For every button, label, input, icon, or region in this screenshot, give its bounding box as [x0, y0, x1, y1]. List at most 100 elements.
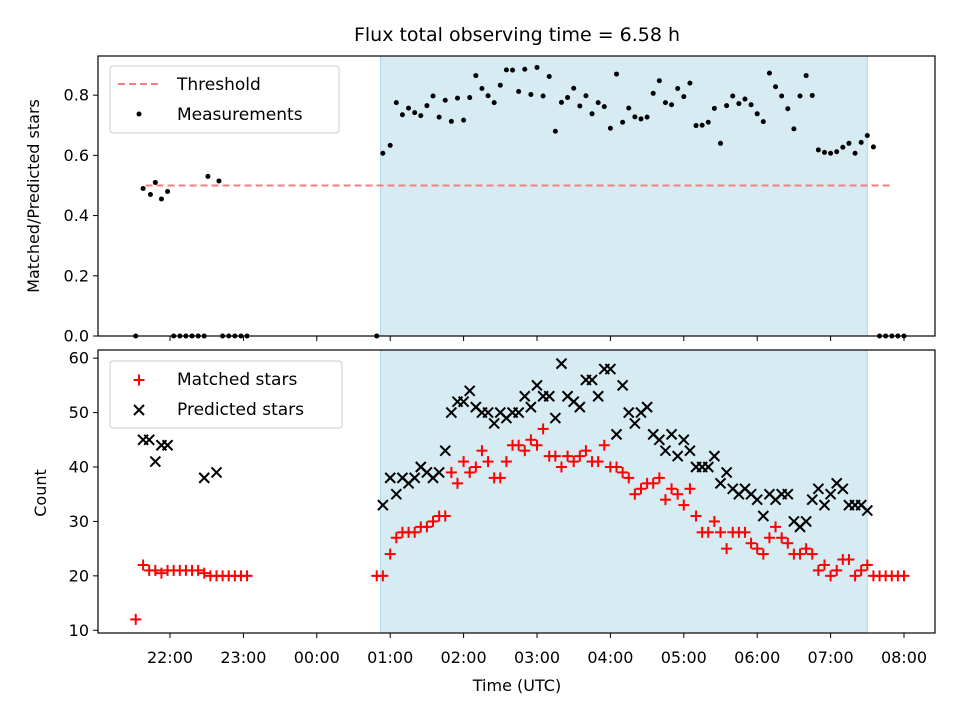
- measurement-point: [632, 114, 638, 120]
- measurement-points: [133, 64, 907, 339]
- matched-star-marker: [831, 564, 843, 576]
- predicted-star-marker: [198, 472, 210, 484]
- matched-star-marker: [574, 450, 586, 462]
- matched-star-marker: [818, 559, 830, 571]
- matched-star-marker: [617, 466, 629, 478]
- matched-star-marker: [531, 439, 543, 451]
- matched-star-marker: [653, 472, 665, 484]
- measurement-point: [846, 140, 852, 146]
- measurement-point: [669, 102, 675, 108]
- measurement-point: [412, 110, 418, 116]
- matched-star-marker: [690, 510, 702, 522]
- legend-predicted-label: Predicted stars: [177, 400, 304, 420]
- measurement-point: [687, 80, 693, 86]
- y-tick-label: 60: [69, 349, 89, 368]
- measurement-point: [675, 86, 681, 92]
- measurement-point: [834, 149, 840, 155]
- matched-star-marker: [519, 445, 531, 457]
- y-tick-label: 0.8: [64, 86, 89, 105]
- measurement-point: [748, 102, 754, 108]
- matched-star-marker: [476, 445, 488, 457]
- x-tick-label: 04:00: [587, 648, 633, 667]
- predicted-star-marker: [708, 450, 721, 462]
- predicted-star-marker: [610, 428, 623, 441]
- y-tick-label: 30: [69, 512, 89, 531]
- x-tick-label: 01:00: [367, 648, 413, 667]
- measurement-point: [528, 92, 534, 98]
- matched-star-marker: [137, 559, 149, 571]
- bottom-panel: 10 20 30 40 50 60 22:00 23:00 00:00 01:00 02:00 03…: [31, 349, 936, 695]
- predicted-star-marker: [800, 515, 812, 528]
- measurement-point: [558, 99, 564, 105]
- bottom-y-axis-label: Count: [31, 469, 50, 517]
- top-y-axis-label: Matched/Predicted stars: [24, 99, 43, 293]
- chart-title: Flux total observing time = 6.58 h: [354, 24, 680, 46]
- matched-star-marker: [763, 532, 775, 544]
- predicted-star-marker: [616, 379, 629, 392]
- predicted-star-marker: [592, 390, 604, 402]
- measurement-point: [510, 67, 516, 73]
- y-tick-label: 0.0: [64, 327, 89, 346]
- matched-star-marker: [241, 570, 253, 582]
- measurement-point: [785, 106, 791, 112]
- measurement-point: [626, 105, 632, 111]
- predicted-star-marker: [512, 406, 525, 419]
- predicted-star-marker: [812, 483, 825, 495]
- measurement-point: [791, 126, 797, 132]
- matched-star-marker: [812, 564, 824, 576]
- measurement-point: [730, 93, 736, 99]
- measurement-point: [858, 139, 864, 145]
- measurement-point: [577, 103, 583, 109]
- matched-star-marker: [770, 521, 782, 533]
- predicted-star-marker: [720, 466, 733, 479]
- measurement-point: [736, 101, 742, 107]
- matched-star-marker: [198, 567, 210, 579]
- measurement-point: [461, 117, 467, 123]
- measurement-point: [147, 191, 153, 197]
- measurement-point: [644, 114, 650, 120]
- predicted-star-marker: [653, 434, 666, 446]
- top-panel: 0.00.20.40.60.8 Matched/Predicted stars …: [24, 55, 936, 346]
- observing-window-highlight: [379, 55, 868, 337]
- matched-star-marker: [562, 450, 574, 462]
- predicted-star-marker: [659, 444, 672, 457]
- measurement-point: [773, 84, 779, 90]
- x-tick-label: 08:00: [881, 648, 927, 667]
- y-tick-label: 10: [69, 621, 89, 640]
- legend-predicted-swatch: [133, 404, 145, 416]
- predicted-star-marker: [488, 417, 500, 430]
- predicted-star-marker: [623, 406, 635, 419]
- matched-star-marker: [855, 564, 867, 576]
- bottom-legend: Matched stars Predicted stars: [109, 360, 343, 429]
- y-tick-label: 0.4: [64, 206, 89, 225]
- measurement-point: [485, 93, 491, 99]
- legend-cross: [133, 404, 145, 416]
- predicted-star-marker: [671, 450, 684, 462]
- measurement-point: [638, 116, 644, 122]
- predicted-star-marker: [586, 374, 598, 386]
- legend-measurement-label: Measurements: [177, 105, 303, 125]
- measurement-point: [565, 95, 571, 101]
- matched-star-marker: [149, 564, 161, 576]
- measurement-point: [681, 94, 687, 100]
- matched-star-marker: [155, 567, 167, 579]
- matched-star-marker: [549, 450, 561, 462]
- measurement-point: [448, 118, 454, 124]
- predicted-star-marker: [390, 488, 403, 500]
- y-tick-label: 40: [69, 458, 89, 477]
- matched-star-marker: [794, 548, 806, 560]
- matched-star-marker: [470, 461, 482, 473]
- matched-star-marker: [672, 488, 684, 500]
- matched-star-marker: [708, 515, 720, 527]
- measurement-point: [705, 119, 711, 125]
- measurement-point: [546, 73, 552, 79]
- measurement-point: [821, 149, 827, 155]
- predicted-star-marker: [439, 444, 451, 457]
- matched-star-markers: [130, 423, 910, 625]
- measurement-point: [165, 188, 171, 194]
- matched-star-marker: [439, 510, 451, 522]
- measurement-point: [589, 111, 595, 117]
- measurement-point: [540, 93, 546, 99]
- matched-star-marker: [721, 543, 733, 555]
- y-tick-label: 50: [69, 403, 89, 422]
